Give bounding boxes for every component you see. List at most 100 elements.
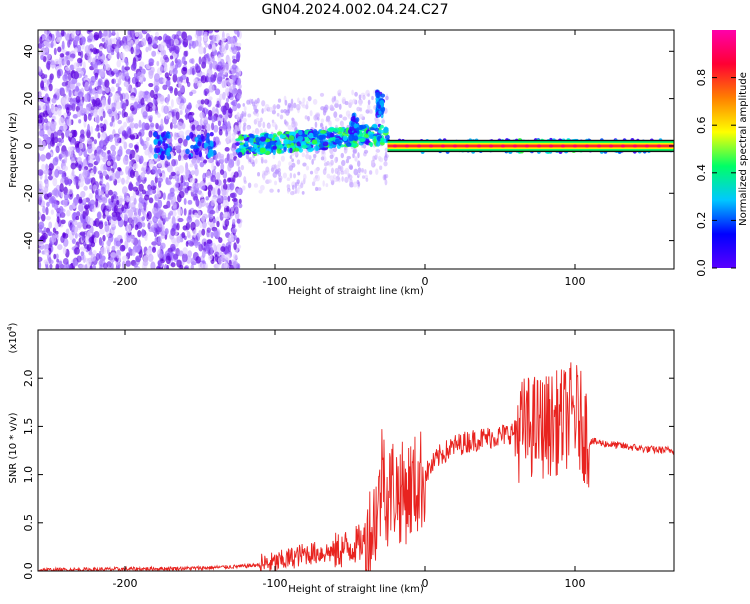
spectrogram-cell xyxy=(182,38,189,48)
spectrogram-cell xyxy=(371,95,374,101)
spectrogram-cell xyxy=(75,216,80,221)
spectrogram-cell xyxy=(110,195,114,203)
spectrogram-cell xyxy=(228,58,232,67)
spectrogram-cell xyxy=(78,203,84,212)
spectrogram-cell xyxy=(73,47,78,53)
spectrogram-cell xyxy=(215,230,220,240)
spectrogram-cell xyxy=(170,99,174,108)
spectrogram-cell xyxy=(330,159,334,166)
spectrogram-cell xyxy=(258,189,263,194)
spectrogram-cell xyxy=(46,53,51,60)
x-tick-label: 100 xyxy=(565,275,586,288)
spectrogram-cell xyxy=(75,176,79,186)
spectrogram-cell xyxy=(45,152,52,160)
spectrogram-cell xyxy=(209,152,214,157)
spectrogram-cell xyxy=(94,152,100,161)
spectrogram-cell xyxy=(177,217,184,223)
y-tick-label: 2.0 xyxy=(22,369,35,387)
spectrogram-cell xyxy=(113,94,118,103)
spectrogram-cell xyxy=(64,176,69,186)
spectrogram-cell xyxy=(236,112,241,122)
spectrogram-cell xyxy=(68,89,72,98)
spectrogram-cell xyxy=(276,112,280,117)
spectrogram-cell xyxy=(137,131,142,137)
spectrogram-cell xyxy=(276,104,281,110)
spectrogram-cell xyxy=(219,155,225,164)
spectrogram-cell xyxy=(38,119,43,124)
spectrogram-cell xyxy=(92,47,98,55)
spectrogram-cell xyxy=(185,135,191,141)
spectrogram-cell xyxy=(216,220,220,228)
spectrogram-cell xyxy=(163,66,168,72)
spectrogram-cell xyxy=(269,188,274,193)
spectrogram-cell xyxy=(278,175,283,181)
spectrogram-cell xyxy=(218,129,223,136)
spectrogram-cell xyxy=(76,44,82,54)
spectrogram-cell xyxy=(195,63,199,71)
spectrogram-cell xyxy=(236,103,241,109)
spectrogram-cell xyxy=(297,135,304,141)
spectrogram-cell xyxy=(255,136,261,143)
spectrogram-cell xyxy=(353,123,358,129)
spectrogram-cell xyxy=(243,134,247,139)
spectrogram-cell xyxy=(46,201,50,207)
spectrogram-cell xyxy=(99,228,105,235)
spectrogram-cell xyxy=(93,237,98,244)
spectrogram-cell xyxy=(169,210,174,216)
y-tick-label: 1.0 xyxy=(22,466,35,484)
spectrogram-cell xyxy=(80,129,85,136)
spectrogram-cell xyxy=(324,125,328,132)
spectrogram-cell xyxy=(110,102,117,111)
spectrogram-cell xyxy=(120,136,125,144)
spectrogram-cell xyxy=(315,144,319,151)
colorbar-tick-label: 0.0 xyxy=(695,259,708,277)
snr-panel: -200 -100 0 100 0.0 0.5 1.0 1.5 2.0 Height of s… xyxy=(6,322,675,595)
spectrogram-cell xyxy=(69,57,74,62)
spectrogram-cell xyxy=(186,230,191,239)
spectrogram-cell xyxy=(172,73,178,83)
spectrogram-cell xyxy=(203,142,208,149)
spectrogram-cell xyxy=(341,159,346,167)
spectrogram-cell xyxy=(211,161,215,171)
spectrogram-cell xyxy=(85,224,91,229)
spectrogram-cell xyxy=(326,127,334,133)
spectrogram-cell xyxy=(216,100,220,108)
spectrogram-cell xyxy=(384,151,388,158)
spectrogram-cell xyxy=(115,251,120,259)
spectrogram-cell xyxy=(346,155,352,160)
spectrogram-cell xyxy=(173,132,178,141)
spectrogram-cell xyxy=(107,53,113,59)
spectrogram-cell xyxy=(657,144,661,148)
spectrogram-cell xyxy=(207,57,211,62)
spectrogram-cell xyxy=(277,98,282,103)
spectrogram-cell xyxy=(104,87,110,94)
spectrogram-cell xyxy=(190,257,195,266)
spectrogram-cell xyxy=(320,156,325,161)
spectrogram-cell xyxy=(128,142,134,149)
spectrogram-cell xyxy=(178,250,184,257)
spectrogram-cell xyxy=(157,99,161,104)
spectrogram-cell xyxy=(264,138,271,143)
spectrogram-cell xyxy=(59,183,64,193)
spectrogram-cell xyxy=(157,35,163,41)
spectrogram-cell xyxy=(358,113,364,120)
spectrogram-cell xyxy=(221,39,225,49)
spectrogram-cell xyxy=(54,221,59,230)
spectrogram-cell xyxy=(338,103,342,110)
spectrogram-cell xyxy=(240,147,247,153)
spectrogram-cell xyxy=(183,154,189,161)
spectrogram-cell xyxy=(121,177,125,185)
spectrogram-cell xyxy=(237,188,242,195)
spectrogram-cell xyxy=(375,153,378,159)
spectrogram-cell xyxy=(217,120,222,127)
spectrogram-cell xyxy=(188,43,192,50)
spectrogram-cell xyxy=(357,152,360,159)
spectrogram-cell xyxy=(381,119,386,124)
spectrogram-cell xyxy=(173,124,178,129)
spectrogram-cell xyxy=(180,151,185,157)
spectrogram-cell xyxy=(63,57,67,66)
spectrogram-cell xyxy=(135,244,141,253)
spectrogram-cell xyxy=(199,111,205,119)
spectrogram-cell xyxy=(205,170,211,179)
spectrogram-cell xyxy=(152,215,159,224)
